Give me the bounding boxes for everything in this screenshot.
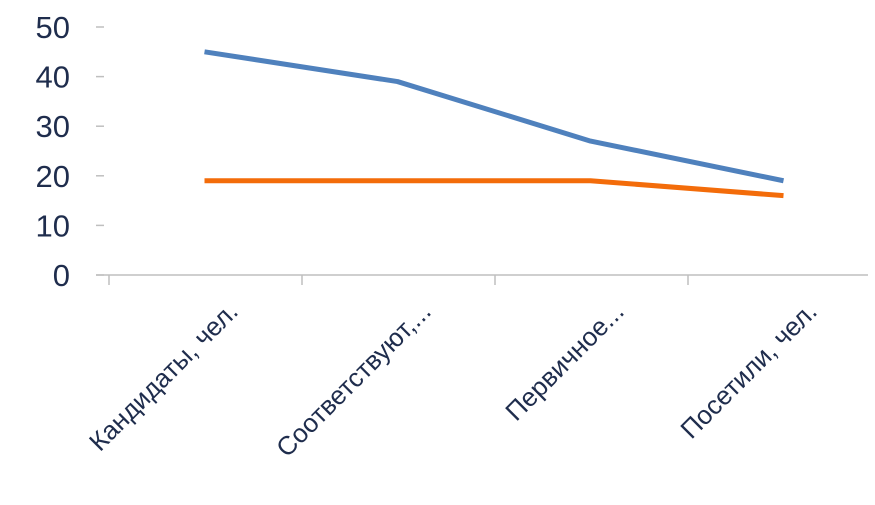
x-tick-label: Посетили, чел.	[674, 296, 822, 444]
y-tick-label: 50	[36, 10, 70, 45]
y-tick-label: 40	[36, 60, 70, 95]
y-tick-label: 30	[36, 109, 70, 144]
y-tick-labels: 0 10 20 30 40 50	[36, 10, 70, 293]
x-tick-label: Первичное...	[499, 296, 629, 426]
y-tick-label: 0	[53, 258, 70, 293]
y-tick-label: 10	[36, 208, 70, 243]
y-tick-label: 20	[36, 159, 70, 194]
x-tick-labels: Кандидаты, чел. Соответствуют,... Первично…	[83, 296, 823, 463]
x-tick-label: Соответствуют,...	[270, 296, 437, 463]
series-line-1	[204, 49, 785, 184]
series-lines	[204, 49, 785, 199]
series-line-2	[204, 178, 784, 199]
x-tick-label: Кандидаты, чел.	[83, 296, 244, 457]
axes	[96, 26, 868, 285]
